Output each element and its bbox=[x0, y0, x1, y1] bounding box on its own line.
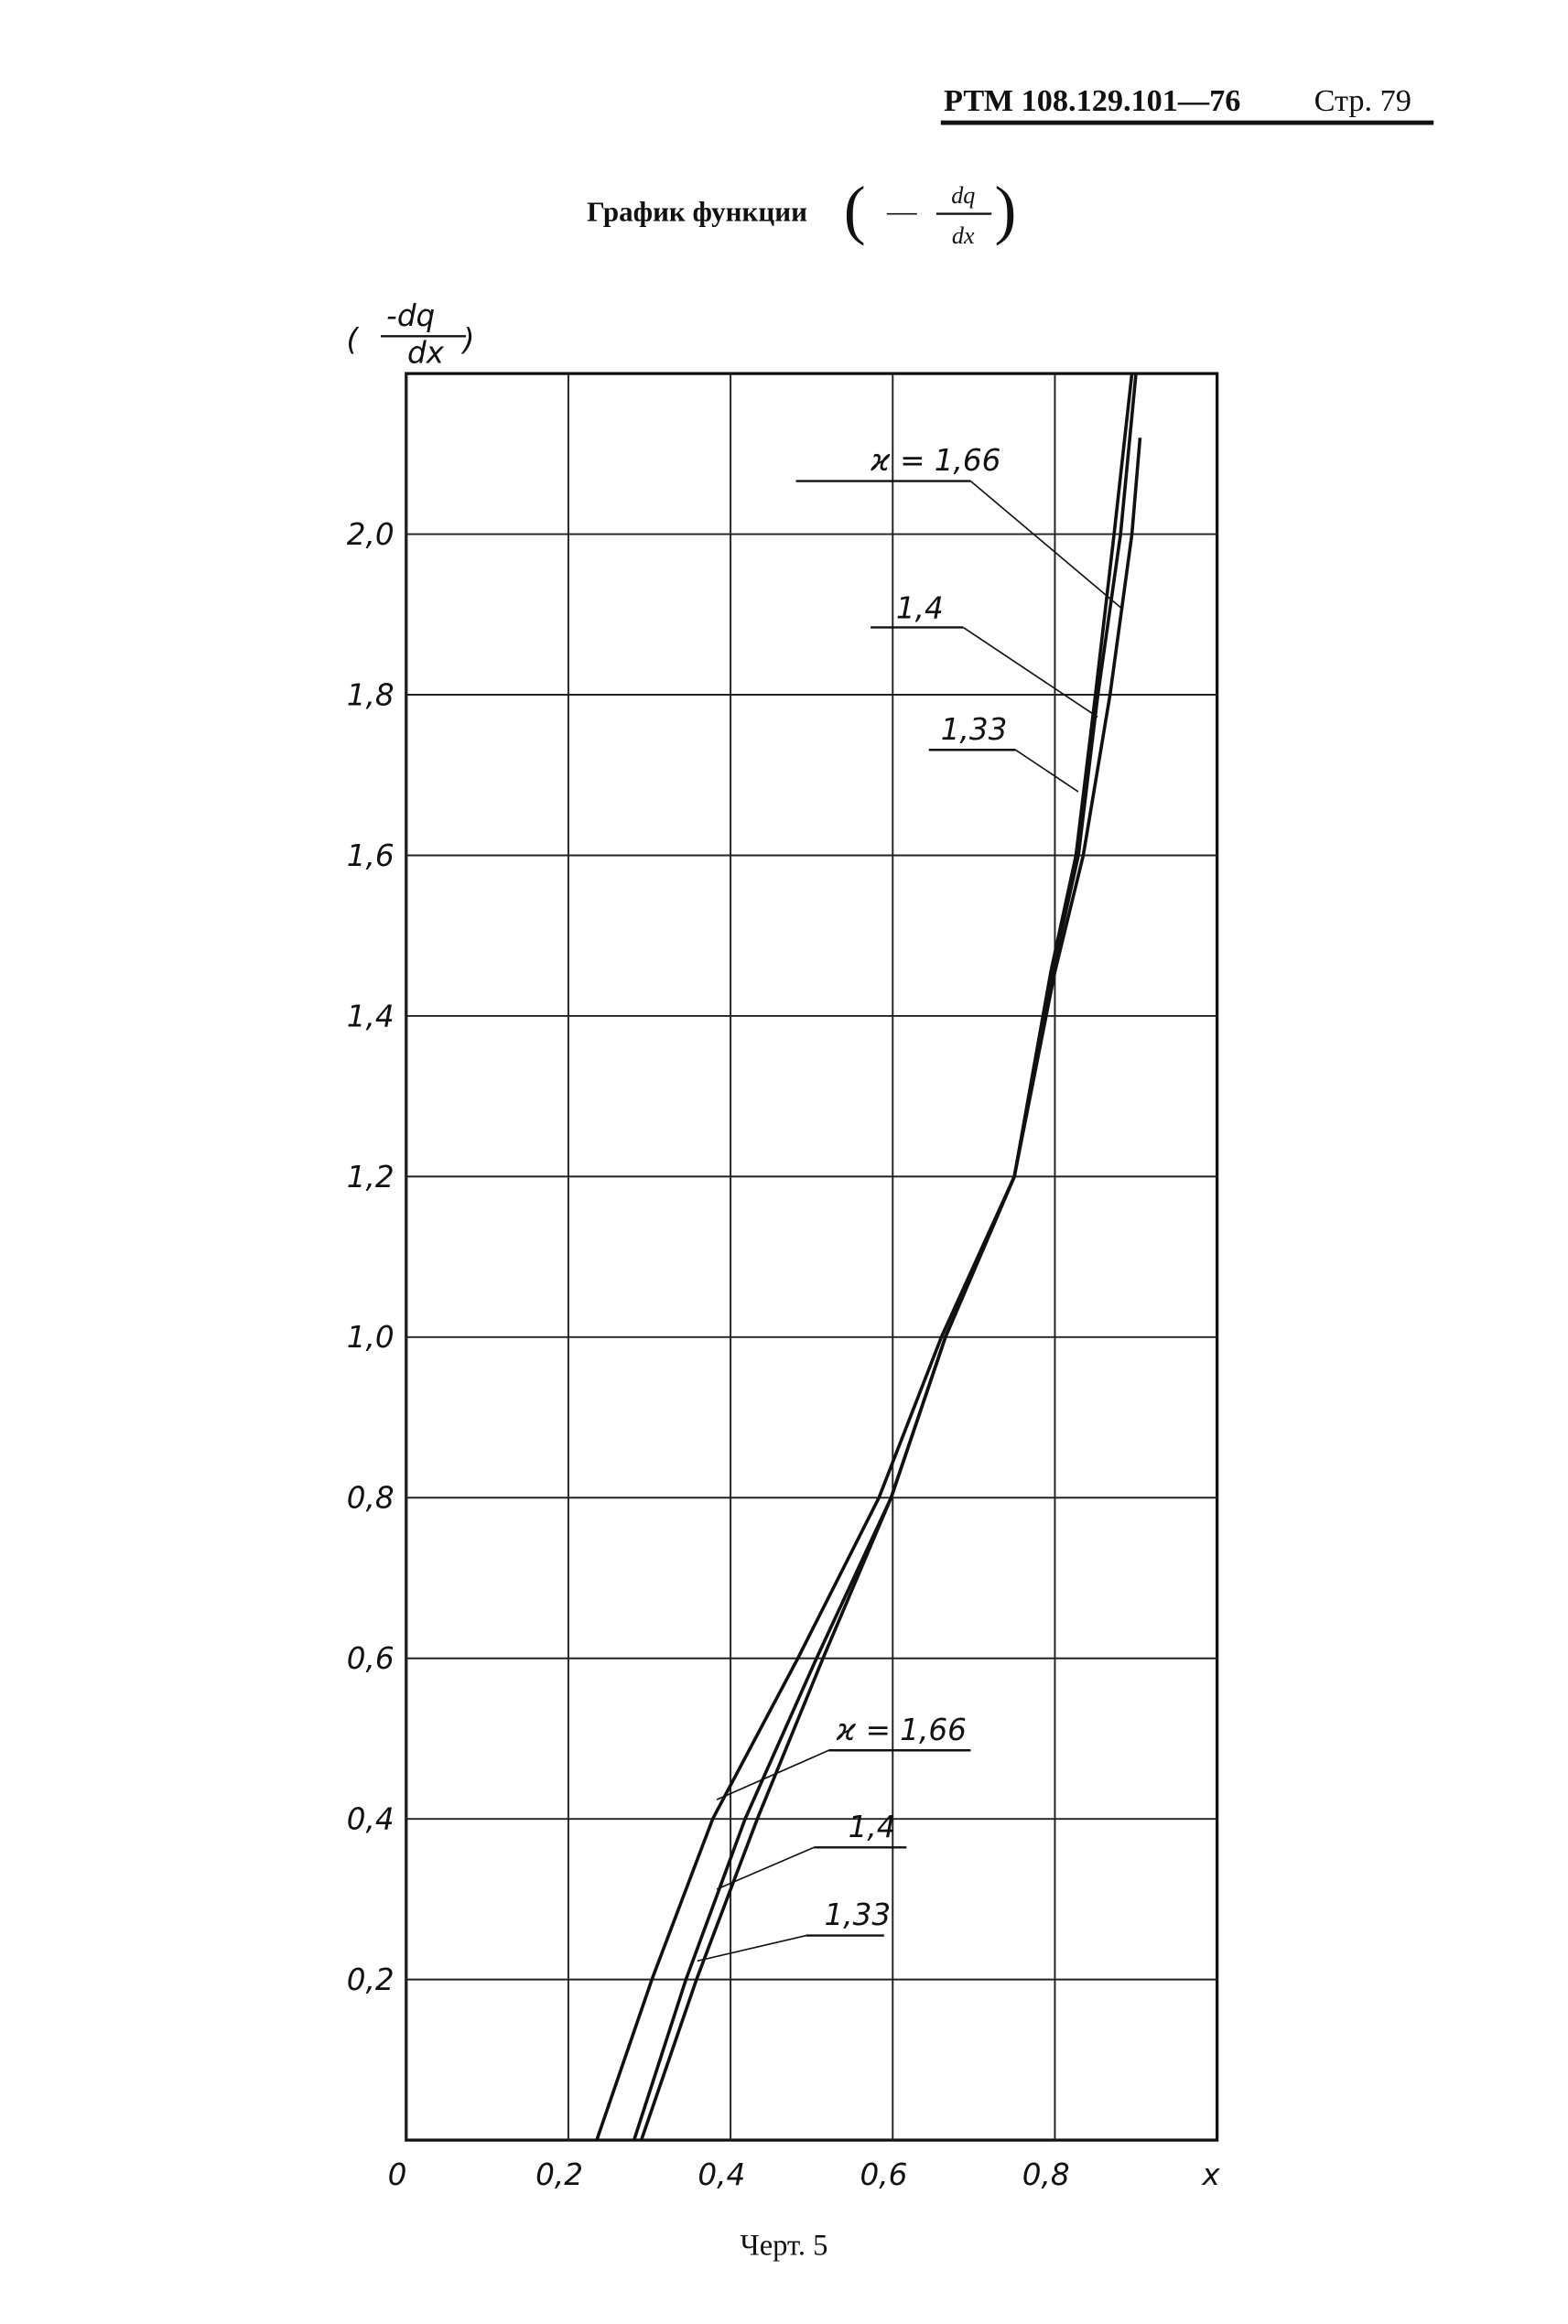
x-axis-label: x bbox=[1201, 2157, 1220, 2192]
paren: ( bbox=[844, 173, 866, 246]
paren: ( bbox=[346, 322, 359, 357]
y-tick-label: 1,4 bbox=[347, 999, 395, 1033]
series-label: ϰ = 1,66 bbox=[870, 443, 1000, 478]
y-tick-label: 2,0 bbox=[347, 517, 395, 552]
x-tick-label: 0 bbox=[388, 2157, 407, 2192]
y-tick-label: 1,2 bbox=[347, 1160, 395, 1194]
leader-line bbox=[716, 1749, 829, 1800]
title-denominator: dx bbox=[952, 222, 975, 249]
y-tick-label: 0,6 bbox=[347, 1641, 395, 1676]
x-tick-label: 0,4 bbox=[697, 2157, 745, 2192]
page-number: Стр. 79 bbox=[1314, 83, 1411, 118]
paren: ) bbox=[995, 173, 1017, 246]
leader-line bbox=[962, 626, 1098, 719]
title-numerator: dq bbox=[951, 182, 975, 209]
x-tick-label: 0,2 bbox=[535, 2157, 583, 2192]
curve bbox=[632, 373, 1138, 2141]
y-tick-label: 0,4 bbox=[347, 1802, 395, 1837]
leader-line bbox=[697, 1934, 807, 1962]
series-label: 1,4 bbox=[849, 1810, 896, 1844]
leader-line bbox=[716, 1846, 815, 1890]
y-tick-label: 1,0 bbox=[347, 1320, 395, 1355]
title-sign: — bbox=[886, 196, 917, 229]
curve bbox=[595, 373, 1134, 2141]
chart-title: График функции bbox=[587, 196, 807, 228]
y-label-numerator: -dq bbox=[386, 298, 435, 333]
caption: Черт. 5 bbox=[741, 2230, 828, 2263]
x-tick-label: 0,8 bbox=[1022, 2157, 1070, 2192]
series-label: 1,33 bbox=[825, 1897, 892, 1932]
y-tick-label: 1,6 bbox=[347, 838, 395, 873]
leader-line bbox=[1014, 749, 1079, 793]
curve bbox=[639, 438, 1142, 2141]
doc-code: РТМ 108.129.101—76 bbox=[944, 83, 1240, 118]
series-label: ϰ = 1,66 bbox=[836, 1713, 967, 1747]
x-tick-label: 0,6 bbox=[860, 2157, 908, 2192]
series-label: 1,4 bbox=[896, 591, 944, 626]
paren: ) bbox=[460, 322, 475, 357]
y-tick-label: 0,8 bbox=[347, 1481, 395, 1516]
y-label-denominator: dx bbox=[407, 336, 445, 371]
leader-line bbox=[969, 480, 1124, 611]
y-tick-label: 1,8 bbox=[347, 677, 395, 712]
y-tick-label: 0,2 bbox=[347, 1962, 395, 1997]
series-label: 1,33 bbox=[941, 712, 1008, 747]
plot-frame bbox=[405, 372, 1219, 2142]
